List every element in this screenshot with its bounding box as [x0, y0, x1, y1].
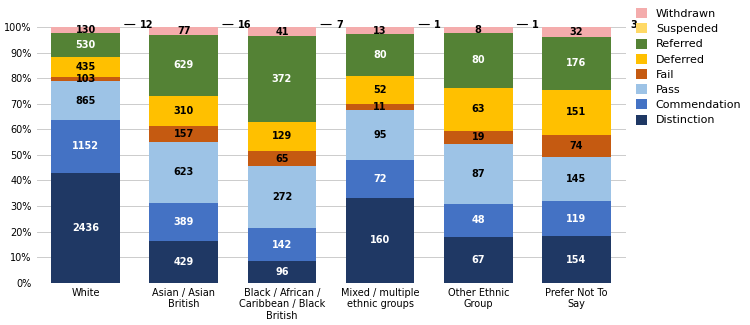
Text: 103: 103 [76, 74, 96, 84]
Text: 176: 176 [566, 58, 586, 68]
Text: 65: 65 [275, 154, 289, 163]
Text: 310: 310 [174, 106, 194, 116]
Bar [248, 36, 316, 122]
Text: 145: 145 [566, 174, 586, 184]
Bar [542, 201, 610, 237]
Bar [248, 122, 316, 151]
Bar [149, 241, 218, 283]
Text: 67: 67 [472, 255, 485, 265]
Bar [346, 198, 415, 283]
Bar [51, 57, 120, 77]
Text: 429: 429 [174, 257, 194, 267]
Text: 1: 1 [434, 20, 441, 30]
Text: 151: 151 [566, 107, 586, 117]
Bar [444, 237, 512, 283]
Text: 154: 154 [566, 254, 586, 265]
Bar [542, 90, 610, 135]
Text: 629: 629 [174, 60, 194, 71]
Text: 1152: 1152 [72, 141, 99, 151]
Bar [346, 34, 415, 76]
Bar [444, 32, 512, 87]
Text: 623: 623 [174, 167, 194, 177]
Text: 77: 77 [177, 26, 190, 36]
Text: 2436: 2436 [72, 223, 99, 233]
Bar [248, 27, 316, 36]
Text: 372: 372 [272, 74, 292, 84]
Text: 11: 11 [374, 102, 387, 112]
Bar [444, 204, 512, 237]
Bar [542, 135, 610, 157]
Bar [346, 76, 415, 104]
Bar [51, 81, 120, 121]
Bar [444, 144, 512, 204]
Text: 389: 389 [173, 217, 194, 227]
Bar [248, 166, 316, 228]
Bar [542, 157, 610, 201]
Text: 530: 530 [76, 40, 96, 50]
Text: 19: 19 [472, 132, 485, 142]
Text: 96: 96 [275, 267, 289, 277]
Bar [346, 27, 415, 34]
Text: 87: 87 [472, 169, 485, 179]
Bar [444, 87, 512, 131]
Text: 41: 41 [275, 27, 289, 37]
Text: 130: 130 [76, 25, 96, 35]
Text: 80: 80 [374, 50, 387, 60]
Text: 8: 8 [475, 25, 482, 35]
Text: 32: 32 [570, 27, 584, 37]
Bar [51, 173, 120, 283]
Text: 80: 80 [472, 55, 485, 65]
Text: 157: 157 [174, 129, 194, 139]
Text: 160: 160 [370, 235, 390, 245]
Bar [444, 131, 512, 144]
Text: 63: 63 [472, 104, 485, 114]
Text: 12: 12 [140, 20, 153, 30]
Bar [248, 261, 316, 283]
Text: 7: 7 [336, 20, 343, 30]
Bar [51, 77, 120, 81]
Bar [149, 142, 218, 203]
Bar [51, 121, 120, 173]
Text: 72: 72 [374, 174, 387, 184]
Text: 119: 119 [566, 214, 586, 224]
Text: 95: 95 [374, 130, 387, 140]
Bar [444, 27, 512, 32]
Bar [346, 110, 415, 160]
Bar [542, 27, 610, 37]
Bar [51, 33, 120, 57]
Text: 435: 435 [76, 62, 96, 72]
Bar [149, 27, 218, 34]
Bar [149, 34, 218, 96]
Bar [248, 228, 316, 261]
Bar [346, 104, 415, 110]
Legend: Withdrawn, Suspended, Referred, Deferred, Fail, Pass, Commendation, Distinction: Withdrawn, Suspended, Referred, Deferred… [632, 4, 746, 130]
Bar [542, 37, 610, 90]
Text: 48: 48 [472, 215, 485, 225]
Text: 13: 13 [374, 25, 387, 35]
Bar [149, 126, 218, 142]
Text: 865: 865 [76, 96, 96, 106]
Bar [248, 151, 316, 166]
Text: 1: 1 [532, 20, 539, 30]
Bar [149, 203, 218, 241]
Text: 52: 52 [374, 85, 387, 95]
Bar [542, 237, 610, 283]
Text: 272: 272 [272, 192, 292, 202]
Text: 74: 74 [570, 141, 584, 151]
Bar [51, 27, 120, 33]
Text: 142: 142 [272, 240, 292, 250]
Text: 129: 129 [272, 131, 292, 141]
Text: 3: 3 [631, 20, 638, 30]
Bar [346, 160, 415, 198]
Text: 16: 16 [238, 20, 251, 30]
Bar [149, 96, 218, 126]
